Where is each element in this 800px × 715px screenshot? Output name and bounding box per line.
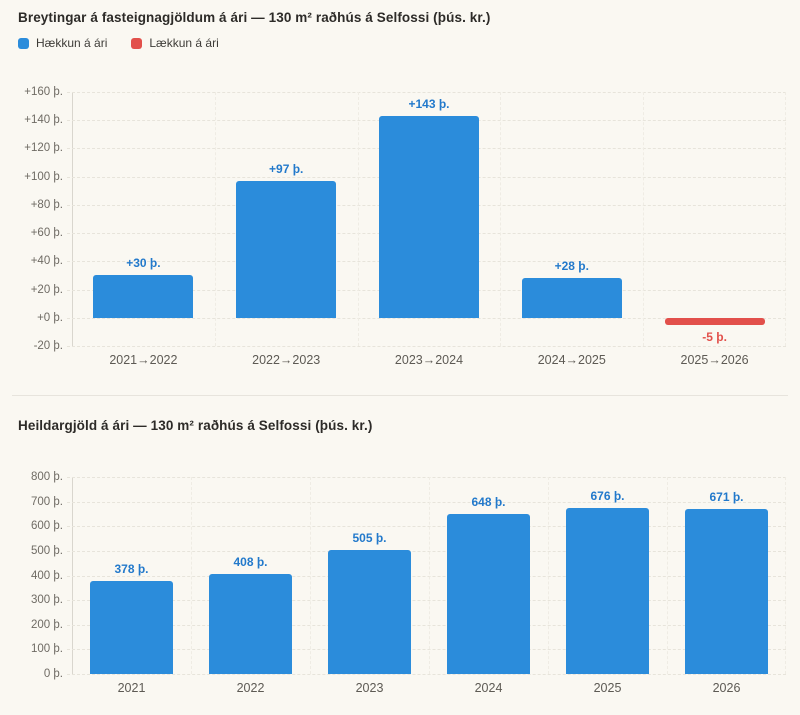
bar	[93, 275, 194, 318]
bar	[521, 278, 622, 318]
y-axis-tick-label: 100 þ.	[31, 643, 63, 656]
chart-title-totals: Heildargjöld á ári — 130 m² raðhús á Sel…	[18, 418, 373, 433]
vertical-gridline	[190, 477, 192, 674]
y-axis-tick-label: +80 þ.	[30, 198, 63, 211]
gridline	[67, 317, 786, 319]
chart-title-changes: Breytingar á fasteignagjöldum á ári — 13…	[18, 10, 491, 25]
x-axis-label: 2023→2024	[394, 353, 464, 367]
vertical-gridline	[785, 92, 786, 346]
gridline	[67, 92, 786, 93]
gridline	[67, 477, 786, 478]
y-axis-tick-label: 800 þ.	[31, 471, 63, 483]
gridline	[67, 575, 786, 577]
legend-label-decrease: Lækkun á ári	[149, 36, 219, 50]
x-axis-label: 2021→2022	[109, 353, 178, 367]
y-axis-tick-label: 200 þ.	[31, 618, 63, 631]
y-axis-tick-label: +40 þ.	[30, 255, 63, 268]
bar-value-label: +97 þ.	[269, 161, 304, 176]
vertical-gridline	[309, 477, 311, 674]
bar	[208, 573, 293, 674]
vertical-gridline	[667, 477, 668, 674]
bar-value-label: +143 þ.	[408, 97, 450, 111]
bar	[446, 514, 531, 674]
vertical-gridline	[214, 92, 216, 346]
y-axis-tick-label: 300 þ.	[31, 594, 63, 607]
bar-value-label: 378 þ.	[114, 561, 149, 576]
totals-x-axis: 2021 2022 2023 2024 2025 2026	[72, 674, 786, 695]
vertical-gridline	[547, 477, 549, 674]
gridline	[67, 346, 786, 347]
bar	[379, 115, 479, 318]
y-axis-tick-label: 600 þ.	[31, 520, 63, 533]
y-axis-tick-label: +140 þ.	[24, 114, 63, 127]
changes-bar-chart: +160 þ. +140 þ. +120 þ. +100 þ. +80 þ. +60 þ.…	[24, 86, 786, 352]
totals-bar-chart: 800 þ. 700 þ. 600 þ. 500 þ. 400 þ. 300 þ. 200 …	[31, 471, 786, 680]
decrease-swatch-icon	[131, 37, 143, 49]
x-axis-label: 2025	[593, 681, 622, 695]
bar-value-label: 671 þ.	[709, 489, 744, 504]
x-axis-label: 2024	[474, 681, 503, 695]
x-axis-label: 2026	[712, 681, 741, 695]
x-axis-label: 2022→2023	[252, 353, 321, 367]
x-axis-label: 2023	[355, 681, 384, 695]
gridline	[67, 624, 786, 626]
vertical-gridline	[785, 477, 786, 674]
y-axis-tick-label: +60 þ.	[30, 227, 63, 240]
bar-value-label: 408 þ.	[233, 554, 268, 569]
gridline	[67, 600, 786, 602]
x-axis-label: 2025→2026	[680, 353, 749, 367]
y-axis-tick-label: +20 þ.	[30, 283, 63, 296]
y-axis-tick-label: +0 þ.	[37, 311, 63, 324]
bar-value-label: 505 þ.	[352, 530, 387, 545]
y-axis-tick-label: 0 þ.	[43, 668, 63, 680]
x-axis-label: 2021	[117, 681, 146, 695]
legend: Hækkun á ári Lækkun á ári	[18, 36, 782, 50]
bar-value-label: 676 þ.	[590, 488, 625, 503]
vertical-gridline	[429, 477, 430, 674]
gridline	[67, 649, 786, 651]
increase-swatch-icon	[18, 37, 29, 49]
vertical-gridline	[643, 92, 645, 346]
change-per-year-chart-section: Breytingar á fasteignagjöldum á ári — 13…	[18, 10, 786, 367]
bar	[664, 317, 765, 325]
y-axis-tick-label: 500 þ.	[31, 544, 63, 557]
changes-x-axis: 2021→2022 2022→2023 2023→2024 2024→2025 2025…	[72, 346, 786, 367]
bar-value-label: +28 þ.	[554, 259, 589, 274]
y-axis-tick-label: 700 þ.	[31, 495, 63, 508]
legend-item-increase: Hækkun á ári	[18, 36, 107, 50]
x-axis-label: 2024→2025	[537, 353, 606, 367]
y-axis-tick-label: +100 þ.	[24, 170, 63, 183]
y-axis-tick-label: +120 þ.	[24, 142, 63, 155]
bar	[89, 580, 174, 674]
section-divider	[12, 395, 788, 396]
gridline	[67, 526, 786, 528]
y-axis-tick-label: -20 þ.	[33, 340, 63, 352]
bar	[565, 507, 650, 674]
bar	[684, 508, 769, 674]
bar-value-label: +30 þ.	[126, 256, 161, 271]
legend-label-increase: Hækkun á ári	[36, 36, 108, 50]
bar	[236, 180, 337, 318]
bar-value-label: -5 þ.	[702, 329, 727, 344]
vertical-gridline	[357, 92, 359, 346]
y-axis-tick-label: +160 þ.	[24, 86, 63, 98]
totals-per-year-chart-section: Heildargjöld á ári — 130 m² raðhús á Sel…	[0, 396, 800, 695]
y-axis-tick-label: 400 þ.	[31, 569, 63, 582]
gridline	[67, 550, 786, 552]
bar	[327, 549, 412, 674]
legend-item-decrease: Lækkun á ári	[131, 36, 219, 50]
gridline	[67, 674, 786, 675]
x-axis-label: 2022	[236, 681, 265, 695]
vertical-gridline	[500, 92, 502, 346]
bar-value-label: 648 þ.	[471, 495, 506, 510]
gridline	[67, 501, 786, 503]
